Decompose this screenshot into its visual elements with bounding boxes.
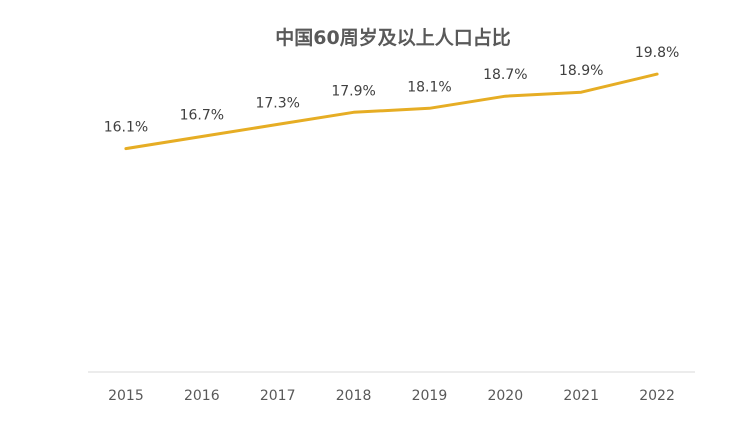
data-labels: 16.1% 16.7% 17.3% 17.9% 18.1% 18.7% 18.9% 19.8% [104, 45, 680, 135]
data-label: 17.9% [331, 83, 375, 99]
x-tick-label: 2018 [336, 388, 372, 404]
data-label: 16.7% [180, 107, 224, 123]
x-tick-label: 2015 [108, 388, 144, 404]
data-label: 17.3% [255, 95, 299, 111]
x-tick-label: 2020 [487, 388, 523, 404]
x-tick-label: 2016 [184, 388, 220, 404]
data-label: 18.1% [407, 79, 451, 95]
chart-title: 中国60周岁及以上人口占比 [275, 26, 510, 49]
series-line [124, 72, 659, 151]
x-tick-label: 2022 [639, 388, 675, 404]
data-label: 18.9% [559, 63, 603, 79]
x-tick-label: 2017 [260, 388, 296, 404]
data-label: 18.7% [483, 67, 527, 83]
x-tick-label: 2019 [412, 388, 448, 404]
data-label: 16.1% [104, 120, 148, 136]
data-label: 19.8% [635, 45, 679, 61]
x-axis-tick-labels: 2015 2016 2017 2018 2019 2020 2021 2022 [108, 388, 675, 404]
x-tick-label: 2021 [563, 388, 599, 404]
